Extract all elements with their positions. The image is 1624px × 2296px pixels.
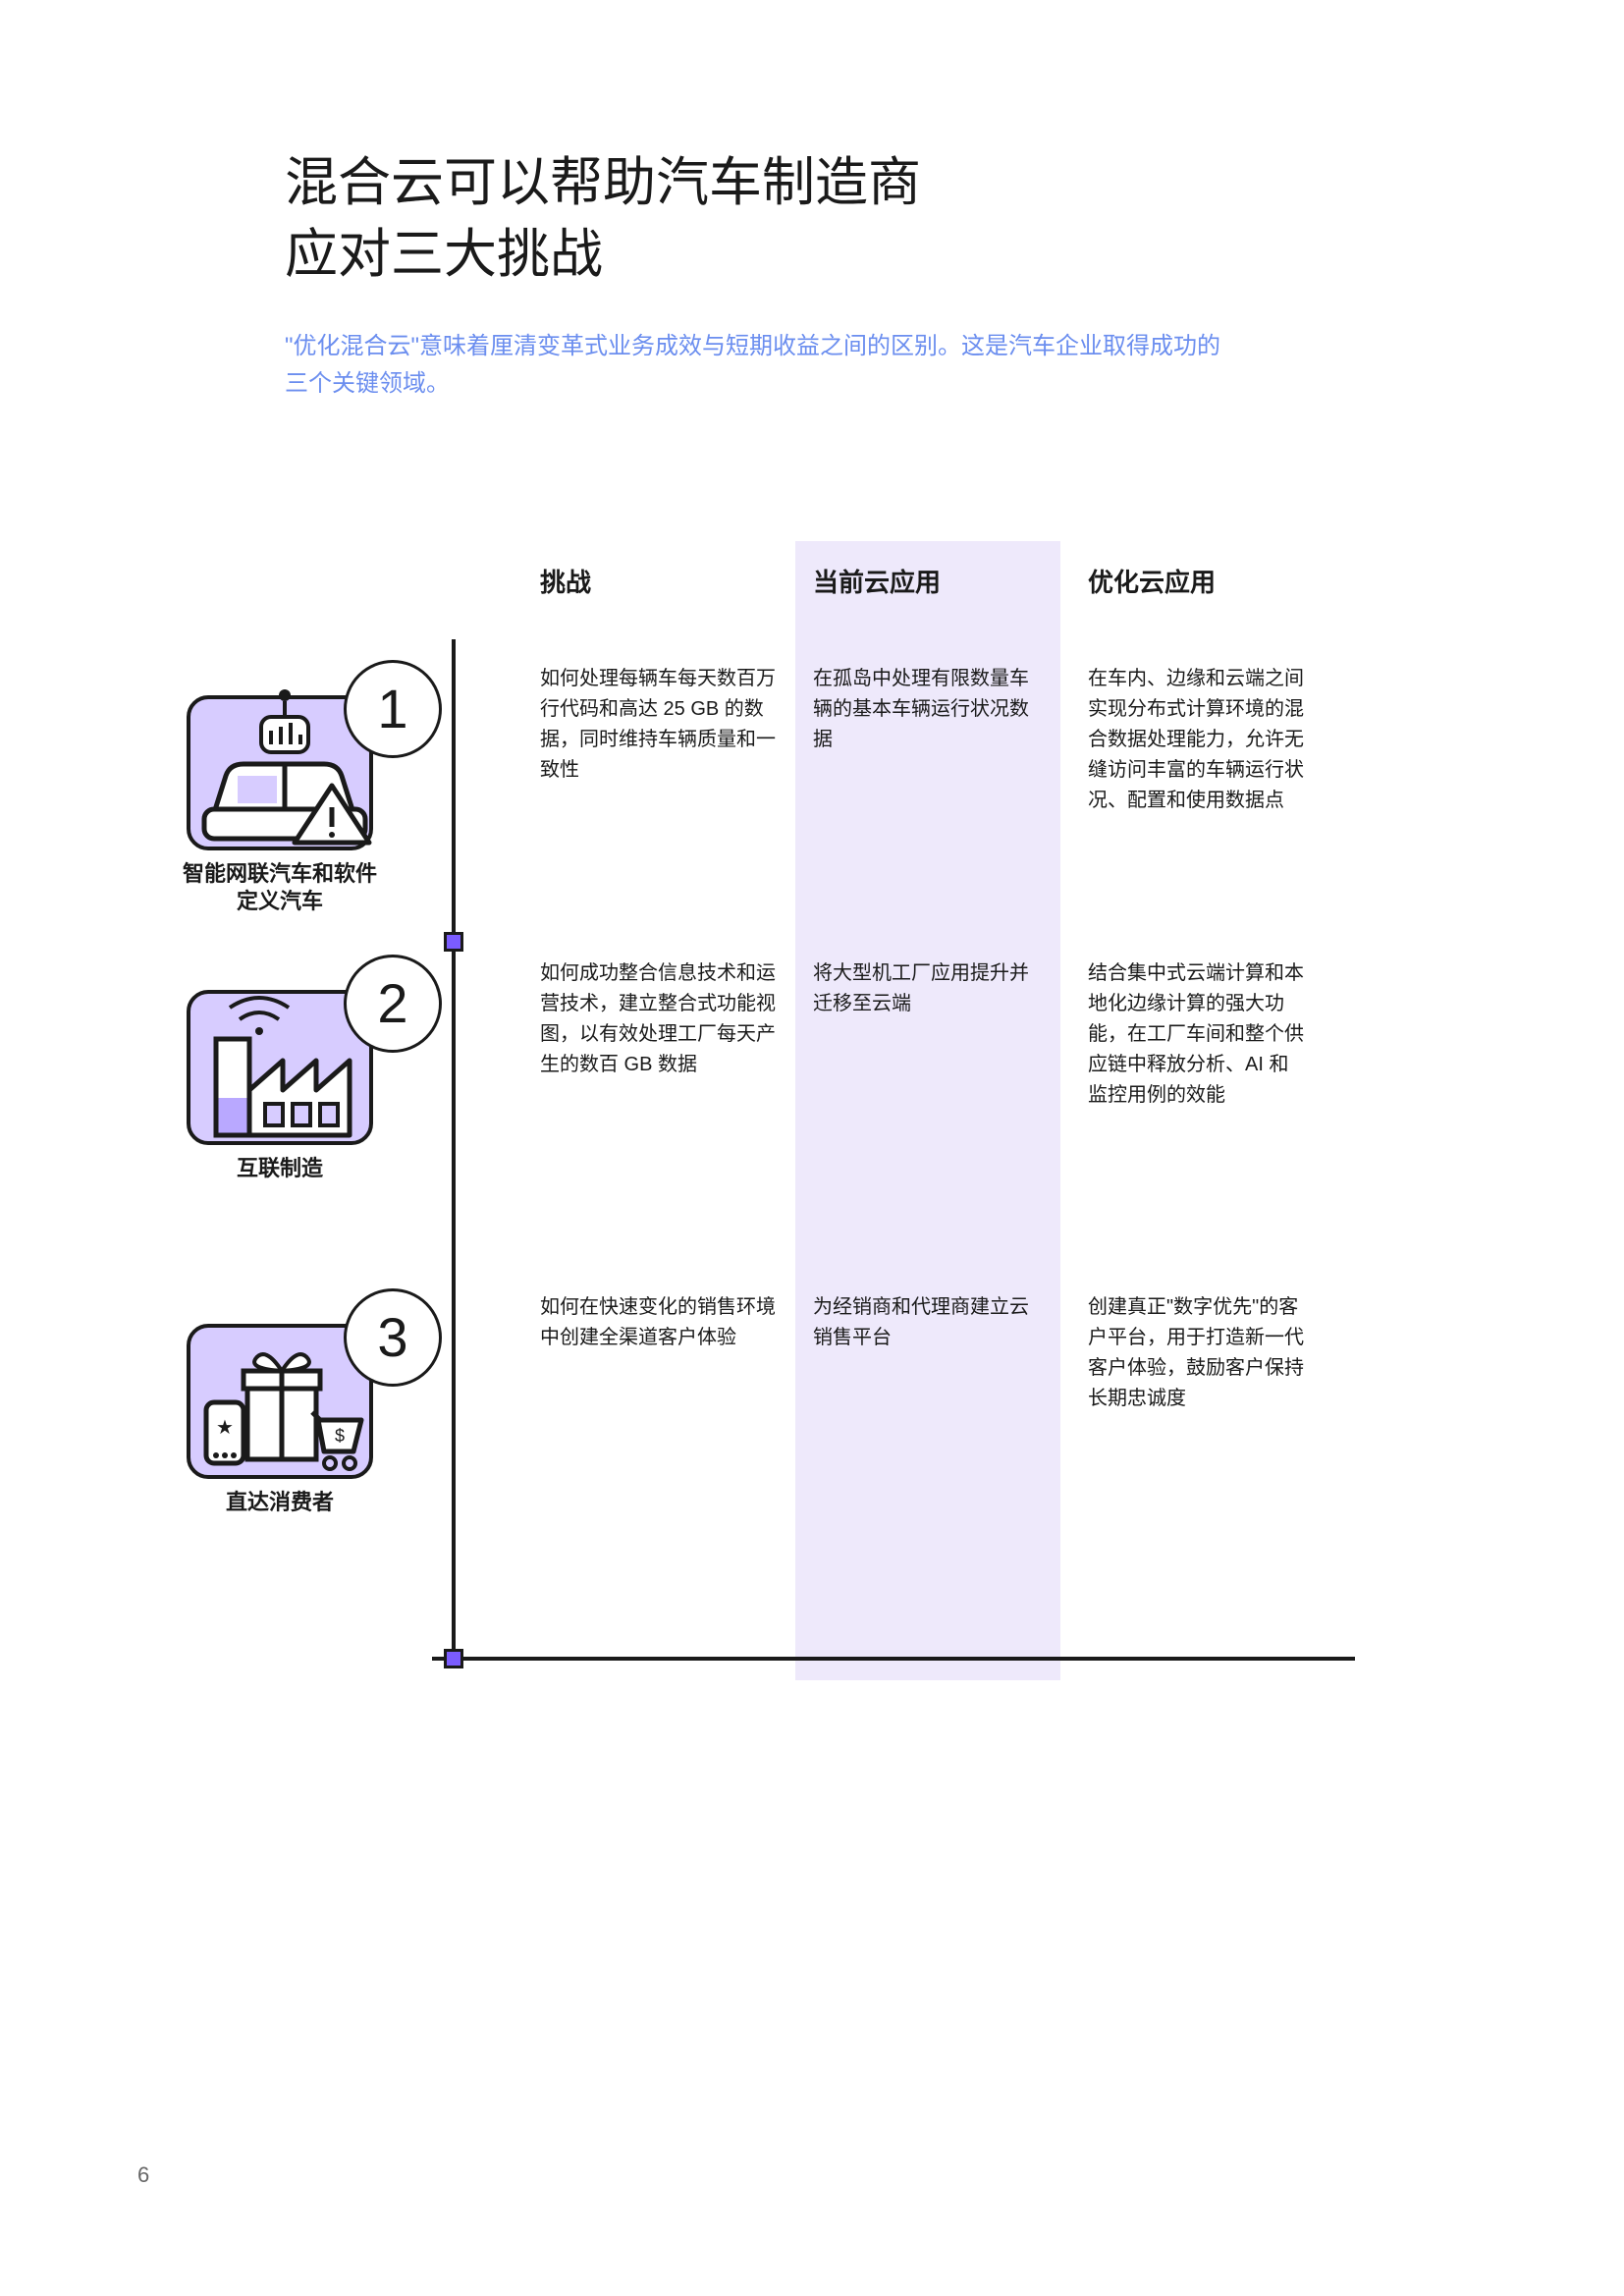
header-optimized: 优化云应用 [1060,563,1326,599]
cell-challenge-2: 如何成功整合信息技术和运营技术，建立整合式功能视图，以有效处理工厂每天产生的数百… [540,955,795,1080]
cell-optimized-1: 在车内、边缘和云端之间实现分布式计算环境的混合数据处理能力，允许无缝访问丰富的车… [1060,660,1326,816]
cell-current-2: 将大型机工厂应用提升并迁移至云端 [795,955,1060,1019]
svg-text:$: $ [335,1426,345,1446]
row-number-1: 1 [344,660,442,758]
cell-current-1: 在孤岛中处理有限数量车辆的基本车辆运行状况数据 [795,660,1060,755]
timeline-horizontal [432,1657,1355,1661]
row-number-3: 3 [344,1288,442,1387]
cell-current-3: 为经销商和代理商建立云销售平台 [795,1288,1060,1353]
page-title: 混合云可以帮助汽车制造商应对三大挑战 [285,147,1487,291]
comparison-table: 挑战 当前云应用 优化云应用 1 [137,541,1487,1573]
timeline-marker-1 [444,932,463,952]
row-label-2: 互联制造 [237,1155,323,1183]
table-row: 3 ★ [137,1279,1487,1573]
cell-challenge-1: 如何处理每辆车每天数百万行代码和高达 25 GB 的数据，同时维持车辆质量和一致… [540,660,795,786]
timeline-marker-end [444,1649,463,1668]
row-label-3: 直达消费者 [226,1489,334,1517]
row-label-1: 智能网联汽车和软件定义汽车 [177,860,383,916]
page-number: 6 [137,2162,149,2188]
header-current: 当前云应用 [795,563,1060,599]
table-row: 1 [137,650,1487,945]
page-subtitle: "优化混合云"意味着厘清变革式业务成效与短期收益之间的区别。这是汽车企业取得成功… [285,328,1227,404]
row-number-2: 2 [344,955,442,1053]
svg-text:★: ★ [216,1417,234,1439]
cell-optimized-2: 结合集中式云端计算和本地化边缘计算的强大功能，在工厂车间和整个供应链中释放分析、… [1060,955,1326,1111]
cell-optimized-3: 创建真正"数字优先"的客户平台，用于打造新一代客户体验，鼓励客户保持长期忠诚度 [1060,1288,1326,1414]
header-challenge: 挑战 [540,563,795,599]
table-row: 2 [137,945,1487,1279]
cell-challenge-3: 如何在快速变化的销售环境中创建全渠道客户体验 [540,1288,795,1353]
